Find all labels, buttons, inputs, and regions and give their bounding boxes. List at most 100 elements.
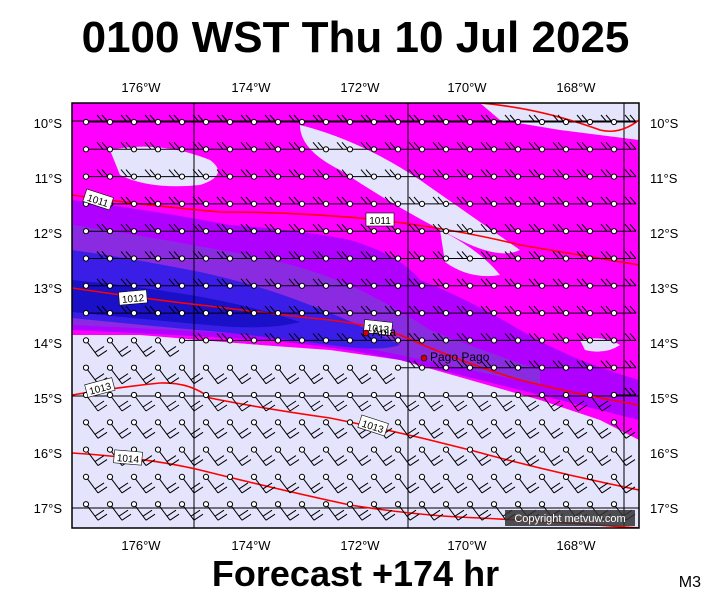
wind-barb — [226, 278, 253, 289]
wind-barb — [82, 419, 108, 439]
wind-barb — [274, 419, 300, 439]
wind-barb — [346, 278, 373, 289]
wind-barb — [346, 364, 372, 385]
wind-barb — [106, 337, 132, 357]
wind-barb — [226, 305, 253, 317]
wind-barb — [610, 333, 637, 344]
wind-barb — [202, 419, 228, 439]
wind-barb — [298, 501, 324, 521]
wind-barb — [346, 251, 373, 262]
wind-barb — [202, 169, 229, 180]
wind-barb — [562, 419, 588, 439]
lat-label: 12°S — [650, 226, 679, 241]
wind-barb — [514, 223, 541, 235]
wind-barb — [466, 278, 493, 289]
wind-barb — [394, 419, 420, 439]
wind-barb — [514, 278, 541, 289]
wind-barb — [466, 446, 492, 467]
wind-barb — [418, 446, 444, 467]
wind-barb — [322, 196, 349, 207]
wind-barb — [274, 446, 300, 467]
wind-barb — [298, 114, 325, 126]
wind-barb — [178, 501, 204, 521]
wind-barb — [82, 223, 109, 235]
wind-barb — [274, 114, 301, 126]
wind-barb — [466, 360, 493, 371]
lat-labels-right: 10°S 11°S 12°S 13°S 14°S 15°S 16°S 17°S — [650, 116, 679, 516]
wind-barb — [490, 333, 517, 344]
wind-barb — [610, 446, 636, 467]
wind-barb — [586, 251, 613, 262]
wind-barb — [274, 473, 300, 494]
forecast-label: Forecast +174 hr — [211, 553, 500, 594]
wind-barb — [154, 305, 181, 317]
wind-barb — [394, 278, 421, 289]
wind-barb — [226, 141, 253, 153]
wind-barb — [130, 196, 157, 207]
wind-barb — [178, 251, 205, 262]
wind-barb — [322, 278, 349, 289]
wind-barb — [514, 360, 541, 371]
wind-barb — [370, 251, 397, 262]
wind-barb — [226, 391, 252, 412]
wind-barb — [202, 391, 228, 412]
lat-label: 13°S — [650, 281, 679, 296]
wind-barb — [442, 473, 468, 494]
wind-barb — [298, 473, 324, 494]
wind-barb — [322, 446, 348, 467]
wind-barb — [442, 114, 469, 126]
wind-barb — [106, 419, 132, 439]
wind-barb — [490, 446, 516, 467]
wind-barb — [562, 141, 589, 153]
wind-barb — [82, 473, 108, 494]
lon-label: 170°W — [447, 538, 487, 553]
wind-barb — [322, 223, 349, 235]
wind-barb — [82, 278, 109, 289]
wind-barb — [394, 114, 421, 126]
wind-barb — [178, 364, 204, 385]
wind-barb — [490, 473, 516, 494]
wind-barb — [154, 196, 181, 207]
wind-barb — [202, 141, 229, 153]
wind-barb — [562, 446, 588, 467]
wind-barb — [538, 333, 565, 344]
wind-barb — [274, 141, 301, 153]
wind-barb — [538, 196, 565, 207]
wind-barb — [178, 114, 205, 126]
wind-barb — [562, 223, 589, 235]
wind-barb — [394, 196, 421, 207]
wind-barb — [394, 473, 420, 494]
wind-barb — [82, 251, 109, 262]
wind-barb — [298, 364, 324, 385]
wind-barb — [106, 473, 132, 494]
wind-barb — [490, 141, 517, 153]
wind-barb — [370, 114, 397, 126]
wind-barb — [226, 196, 253, 207]
wind-barb — [514, 419, 540, 439]
wind-barb — [178, 141, 205, 153]
wind-barb — [466, 391, 492, 412]
wind-barb — [154, 337, 180, 357]
wind-barb — [490, 419, 516, 439]
wind-barb — [250, 278, 277, 289]
wind-barb — [202, 278, 229, 289]
wind-barb — [610, 251, 637, 262]
isobar-1013-line — [72, 382, 639, 491]
wind-barb — [514, 305, 541, 317]
wind-barb — [610, 419, 636, 439]
wind-barb — [178, 419, 204, 439]
wind-barb — [130, 364, 156, 385]
wind-barb — [322, 114, 349, 126]
wind-barb — [130, 278, 157, 289]
wind-barb — [418, 473, 444, 494]
svg-text:1014: 1014 — [116, 453, 140, 466]
wind-barb — [154, 223, 181, 235]
wind-barb — [274, 169, 301, 180]
wind-barb — [490, 196, 517, 207]
wind-barb — [106, 278, 133, 289]
wind-barb — [322, 501, 348, 521]
wind-barb — [442, 333, 469, 344]
wind-barb — [178, 333, 205, 344]
wind-barb — [322, 364, 348, 385]
lon-label: 170°W — [447, 80, 487, 95]
